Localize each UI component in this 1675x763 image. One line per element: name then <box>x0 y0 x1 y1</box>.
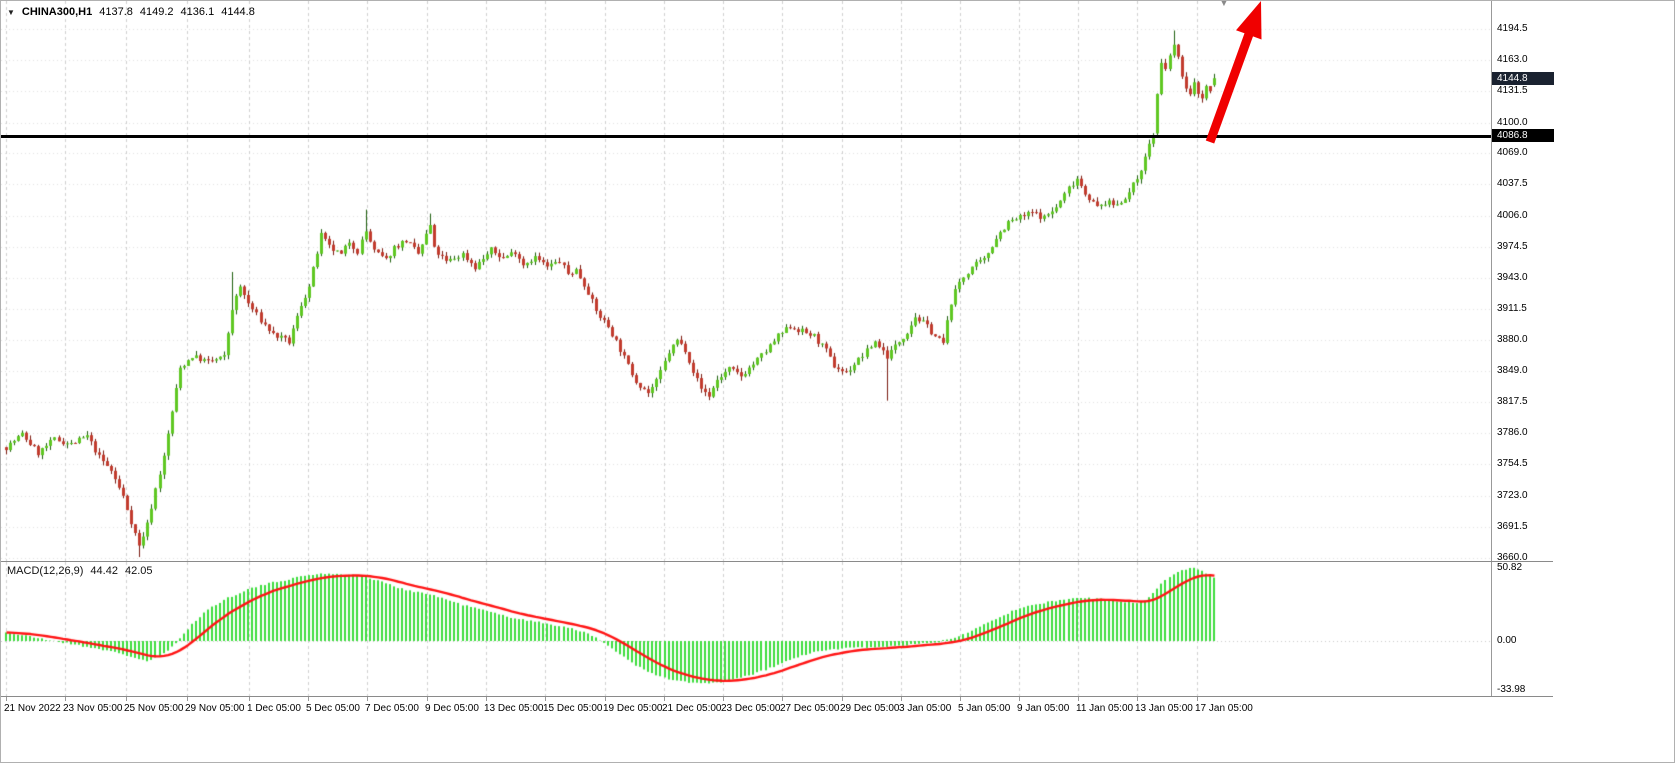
ohlc-close-value: 4144.8 <box>221 6 255 18</box>
time-tick-label: 7 Dec 05:00 <box>365 703 419 714</box>
time-tick-label: 25 Nov 05:00 <box>124 703 184 714</box>
price-tick-label: 4163.0 <box>1497 54 1528 65</box>
time-tick-mark <box>960 697 961 701</box>
price-tick-label: 3691.5 <box>1497 521 1528 532</box>
time-tick-label: 9 Jan 05:00 <box>1017 703 1070 714</box>
price-tick-label: 3660.0 <box>1497 552 1528 563</box>
ohlc-low-value: 4136.1 <box>180 6 215 18</box>
macd-canvas[interactable] <box>1 562 1491 696</box>
time-tick-label: 21 Nov 2022 <box>4 703 61 714</box>
time-tick-label: 17 Jan 05:00 <box>1195 703 1253 714</box>
hline-price-badge: 4086.8 <box>1492 129 1554 142</box>
time-tick-label: 29 Dec 05:00 <box>840 703 900 714</box>
time-tick-mark <box>486 697 487 701</box>
time-tick-mark <box>664 697 665 701</box>
time-tick-mark <box>65 697 66 701</box>
time-tick-mark <box>187 697 188 701</box>
macd-signal-value: 42.05 <box>124 565 153 577</box>
time-tick-mark <box>6 697 7 701</box>
candlestick-canvas[interactable] <box>1 1 1491 561</box>
time-tick-mark <box>308 697 309 701</box>
time-tick-label: 9 Dec 05:00 <box>425 703 479 714</box>
time-tick-mark <box>249 697 250 701</box>
macd-indicator-header: MACD(12,26,9) 44.42 42.05 <box>7 565 152 577</box>
time-tick-mark <box>545 697 546 701</box>
ohlc-high-value: 4149.2 <box>139 6 174 18</box>
macd-tick-label: 50.82 <box>1497 562 1523 573</box>
macd-main-value: 44.42 <box>90 565 118 577</box>
time-tick-label: 11 Jan 05:00 <box>1076 703 1134 714</box>
time-tick-mark <box>126 697 127 701</box>
price-tick-label: 3943.0 <box>1497 272 1528 283</box>
price-tick-label: 3754.5 <box>1497 458 1528 469</box>
time-tick-label: 21 Dec 05:00 <box>662 703 722 714</box>
time-tick-label: 27 Dec 05:00 <box>780 703 840 714</box>
time-tick-mark <box>1019 697 1020 701</box>
price-tick-label: 3880.0 <box>1497 334 1528 345</box>
time-tick-mark <box>782 697 783 701</box>
price-tick-label: 4194.5 <box>1497 23 1528 34</box>
price-tick-label: 3817.5 <box>1497 396 1528 407</box>
macd-tick-label: -33.98 <box>1497 684 1526 695</box>
time-tick-mark <box>605 697 606 701</box>
panel-separator-bottom[interactable] <box>1 696 1553 697</box>
price-axis[interactable]: 4144.8 4086.8 4194.5 4163.0 4131.5 4100.0 40… <box>1491 1 1554 563</box>
time-tick-label: 5 Jan 05:00 <box>958 703 1011 714</box>
time-tick-label: 19 Dec 05:00 <box>603 703 663 714</box>
symbol-timeframe-label: CHINA300,H1 <box>21 6 93 18</box>
time-tick-mark <box>901 697 902 701</box>
red-arrow-annotation[interactable] <box>1196 1 1281 153</box>
time-tick-label: 23 Dec 05:00 <box>721 703 781 714</box>
horizontal-line-object[interactable] <box>1 134 1491 138</box>
time-tick-label: 23 Nov 05:00 <box>63 703 123 714</box>
price-tick-label: 3974.5 <box>1497 241 1528 252</box>
price-tick-label: 3849.0 <box>1497 365 1528 376</box>
price-tick-label: 3786.0 <box>1497 427 1528 438</box>
price-tick-label: 4037.5 <box>1497 178 1528 189</box>
macd-tick-label: 0.00 <box>1497 635 1517 646</box>
price-tick-label: 4006.0 <box>1497 210 1528 221</box>
time-tick-label: 3 Jan 05:00 <box>899 703 952 714</box>
time-tick-label: 29 Nov 05:00 <box>185 703 245 714</box>
time-tick-mark <box>842 697 843 701</box>
bid-price-badge: 4144.8 <box>1492 72 1554 85</box>
ohlc-open-value: 4137.8 <box>99 6 133 18</box>
symbol-dropdown-icon[interactable]: ▼ <box>7 7 15 17</box>
macd-indicator-label: MACD(12,26,9) <box>7 565 84 577</box>
time-tick-mark <box>427 697 428 701</box>
main-chart-panel[interactable]: ▼ CHINA300,H1 4137.8 4149.2 4136.1 4144.… <box>1 1 1491 561</box>
time-tick-mark <box>1137 697 1138 701</box>
price-tick-label: 4069.0 <box>1497 147 1528 158</box>
time-tick-mark <box>1197 697 1198 701</box>
chart-header: ▼ CHINA300,H1 4137.8 4149.2 4136.1 4144.… <box>7 6 255 18</box>
price-tick-label: 3723.0 <box>1497 490 1528 501</box>
time-tick-label: 1 Dec 05:00 <box>247 703 301 714</box>
time-tick-label: 13 Jan 05:00 <box>1135 703 1193 714</box>
price-tick-label: 3911.5 <box>1497 303 1527 314</box>
time-tick-mark <box>1078 697 1079 701</box>
time-tick-label: 5 Dec 05:00 <box>306 703 360 714</box>
macd-panel[interactable]: MACD(12,26,9) 44.42 42.05 <box>1 562 1491 696</box>
time-tick-mark <box>723 697 724 701</box>
macd-axis[interactable]: 50.82 0.00 -33.98 <box>1491 562 1553 696</box>
time-tick-label: 15 Dec 05:00 <box>543 703 603 714</box>
price-tick-label: 4100.0 <box>1497 117 1528 128</box>
time-axis[interactable]: 21 Nov 2022 23 Nov 05:00 25 Nov 05:00 29 No… <box>1 697 1553 719</box>
chart-shift-marker-icon: ▼ <box>1219 0 1229 9</box>
time-tick-label: 13 Dec 05:00 <box>484 703 544 714</box>
panel-separator[interactable] <box>1 561 1553 562</box>
price-tick-label: 4131.5 <box>1497 85 1528 96</box>
time-tick-mark <box>367 697 368 701</box>
